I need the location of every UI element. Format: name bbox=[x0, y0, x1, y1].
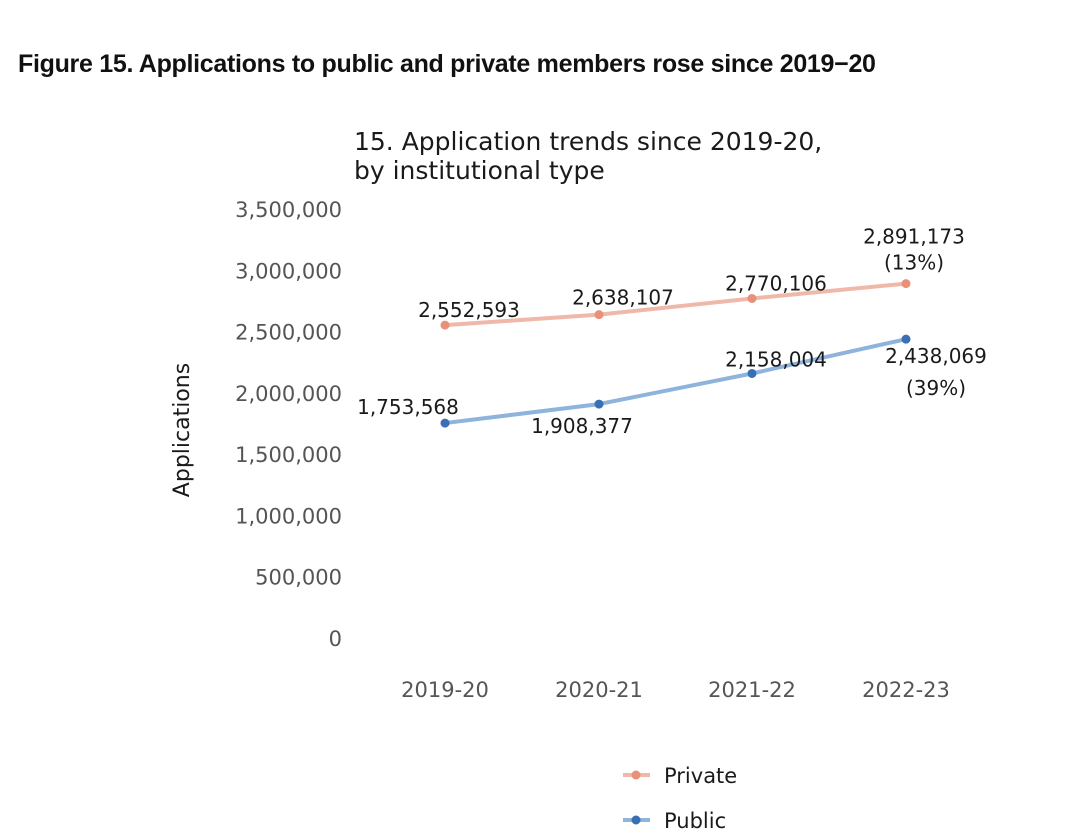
data-label: 1,753,568 bbox=[357, 395, 459, 419]
data-point-private bbox=[594, 310, 604, 320]
legend-marker-private bbox=[631, 770, 641, 780]
data-point-private bbox=[901, 279, 911, 289]
data-point-private bbox=[747, 293, 757, 303]
y-tick-label: 1,000,000 bbox=[235, 504, 342, 528]
data-point-private bbox=[440, 320, 450, 330]
data-label: 2,158,004 bbox=[725, 347, 827, 371]
x-tick-label: 2021-22 bbox=[708, 678, 796, 702]
legend: Private Public bbox=[623, 764, 737, 833]
x-axis-ticks: 2019-20 2020-21 2021-22 2022-23 bbox=[401, 678, 950, 702]
data-label: 2,770,106 bbox=[725, 271, 827, 295]
y-tick-label: 3,000,000 bbox=[235, 259, 342, 283]
figure-title: Figure 15. Applications to public and pr… bbox=[18, 50, 876, 78]
data-label: 2,638,107 bbox=[572, 286, 674, 310]
data-label-change: (13%) bbox=[884, 251, 944, 275]
legend-item-public: Public bbox=[623, 809, 726, 833]
series-line-public bbox=[443, 337, 908, 426]
series-group: 2,552,593 2,638,107 2,770,106 2,891,173(13%… bbox=[357, 225, 987, 438]
y-tick-label: 2,000,000 bbox=[235, 382, 342, 406]
data-point-public bbox=[747, 368, 757, 378]
legend-label: Private bbox=[664, 764, 737, 788]
y-axis-ticks: 0 500,000 1,000,000 1,500,000 2,000,000 2,500… bbox=[235, 198, 342, 651]
data-point-public bbox=[901, 334, 911, 344]
legend-marker-public bbox=[631, 815, 641, 825]
legend-item-private: Private bbox=[623, 764, 737, 788]
data-label: 2,891,173 bbox=[863, 225, 965, 249]
y-tick-label: 500,000 bbox=[255, 566, 342, 590]
data-label: 2,552,593 bbox=[418, 298, 520, 322]
data-label: 2,438,069 bbox=[885, 344, 987, 368]
data-label-change: (39%) bbox=[906, 376, 966, 400]
data-point-public bbox=[594, 399, 604, 409]
data-point-public bbox=[440, 418, 450, 428]
series-line-private bbox=[443, 281, 908, 328]
chart-title-line-2: by institutional type bbox=[354, 156, 605, 185]
chart-title-line-1: 15. Application trends since 2019-20, bbox=[354, 127, 822, 156]
x-tick-label: 2022-23 bbox=[862, 678, 950, 702]
y-tick-label: 1,500,000 bbox=[235, 443, 342, 467]
y-tick-label: 0 bbox=[329, 627, 342, 651]
y-tick-label: 2,500,000 bbox=[235, 321, 342, 345]
legend-label: Public bbox=[664, 809, 726, 833]
y-axis-label: Applications bbox=[170, 363, 195, 497]
x-tick-label: 2020-21 bbox=[555, 678, 643, 702]
x-tick-label: 2019-20 bbox=[401, 678, 489, 702]
y-tick-label: 3,500,000 bbox=[235, 198, 342, 222]
data-label: 1,908,377 bbox=[531, 414, 633, 438]
